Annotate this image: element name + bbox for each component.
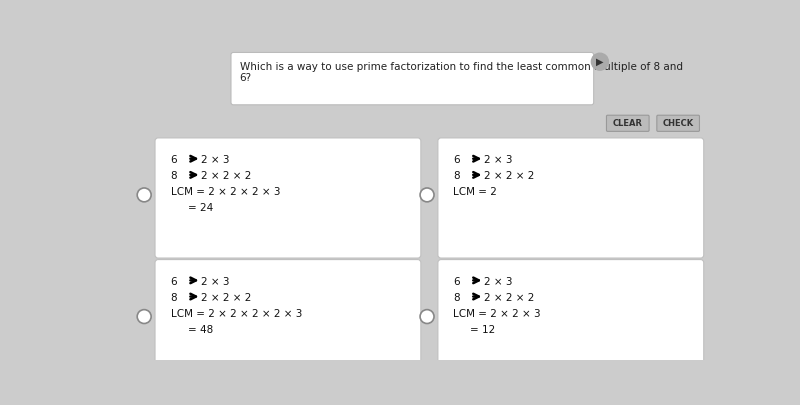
- Text: 2 × 2 × 2: 2 × 2 × 2: [201, 171, 251, 181]
- Text: LCM = 2: LCM = 2: [454, 187, 498, 197]
- Text: 2 × 3: 2 × 3: [201, 277, 230, 286]
- Circle shape: [420, 310, 434, 324]
- Text: = 12: = 12: [470, 325, 496, 335]
- Text: Which is a way to use prime factorization to find the least common multiple of 8: Which is a way to use prime factorizatio…: [239, 62, 682, 83]
- Text: 8: 8: [170, 293, 177, 303]
- Text: 8: 8: [454, 171, 460, 181]
- Text: 8: 8: [454, 293, 460, 303]
- Text: 6: 6: [454, 155, 460, 165]
- Text: CHECK: CHECK: [662, 119, 694, 128]
- Text: = 48: = 48: [187, 325, 213, 335]
- Circle shape: [138, 188, 151, 202]
- FancyBboxPatch shape: [231, 53, 594, 105]
- Circle shape: [420, 188, 434, 202]
- FancyBboxPatch shape: [438, 138, 704, 258]
- Text: 2 × 3: 2 × 3: [484, 277, 512, 286]
- Text: 6: 6: [454, 277, 460, 286]
- Text: 2 × 3: 2 × 3: [201, 155, 230, 165]
- Text: 6: 6: [170, 277, 177, 286]
- Circle shape: [138, 310, 151, 324]
- Text: LCM = 2 × 2 × 2 × 2 × 3: LCM = 2 × 2 × 2 × 2 × 3: [170, 309, 302, 319]
- Text: LCM = 2 × 2 × 2 × 3: LCM = 2 × 2 × 2 × 3: [170, 187, 280, 197]
- FancyBboxPatch shape: [657, 115, 699, 131]
- Text: 6: 6: [170, 155, 177, 165]
- FancyBboxPatch shape: [438, 260, 704, 380]
- Text: 8: 8: [170, 171, 177, 181]
- Text: 2 × 2 × 2: 2 × 2 × 2: [484, 293, 534, 303]
- Text: 2 × 2 × 2: 2 × 2 × 2: [201, 293, 251, 303]
- Text: = 24: = 24: [187, 203, 213, 213]
- Text: CLEAR: CLEAR: [613, 119, 642, 128]
- Circle shape: [591, 53, 608, 70]
- FancyBboxPatch shape: [606, 115, 649, 131]
- Text: 2 × 3: 2 × 3: [484, 155, 512, 165]
- FancyBboxPatch shape: [155, 260, 421, 380]
- FancyBboxPatch shape: [155, 138, 421, 258]
- Text: 2 × 2 × 2: 2 × 2 × 2: [484, 171, 534, 181]
- Text: ▶: ▶: [596, 57, 604, 67]
- Text: LCM = 2 × 2 × 3: LCM = 2 × 2 × 3: [454, 309, 541, 319]
